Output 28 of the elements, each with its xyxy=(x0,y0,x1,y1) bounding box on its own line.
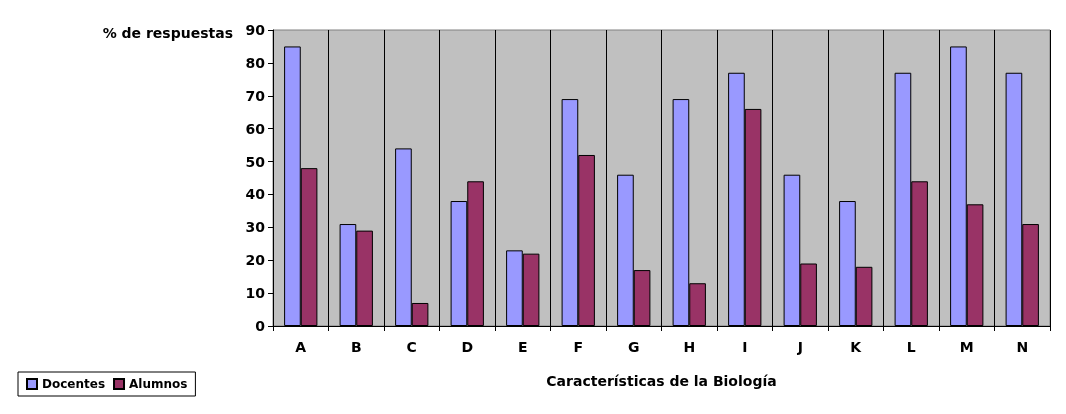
x-tick-label: M xyxy=(959,339,974,355)
x-tick-label: G xyxy=(628,339,640,355)
y-tick-label: 0 xyxy=(255,318,266,334)
y-tick-label: 60 xyxy=(245,120,266,137)
y-tick-label: 40 xyxy=(245,186,266,203)
y-tick-label: 50 xyxy=(245,153,266,170)
x-tick-label: I xyxy=(742,339,748,355)
legend-label: Alumnos xyxy=(129,377,188,391)
x-tick-label: B xyxy=(350,339,362,355)
x-tick-label: A xyxy=(295,339,307,355)
x-axis-title: Características de la Biología xyxy=(546,373,777,389)
y-axis-title: % de respuestas xyxy=(102,25,233,41)
legend-label: Docentes xyxy=(42,377,106,391)
y-tick-label: 90 xyxy=(245,22,266,38)
x-tick-label: D xyxy=(461,339,474,355)
x-tick-label: H xyxy=(683,339,696,355)
x-tick-label: N xyxy=(1016,339,1029,355)
x-tick-label: K xyxy=(850,339,863,355)
x-tick-label: J xyxy=(796,339,803,355)
y-tick-label: 80 xyxy=(245,54,266,71)
x-tick-label: E xyxy=(517,339,528,355)
x-tick-label: L xyxy=(906,339,916,355)
y-tick-label: 30 xyxy=(245,219,266,236)
x-tick-label: F xyxy=(573,339,584,355)
y-tick-label: 70 xyxy=(245,87,266,104)
y-tick-label: 10 xyxy=(245,285,266,302)
y-tick-label: 20 xyxy=(245,252,266,269)
x-tick-label: C xyxy=(406,339,417,355)
